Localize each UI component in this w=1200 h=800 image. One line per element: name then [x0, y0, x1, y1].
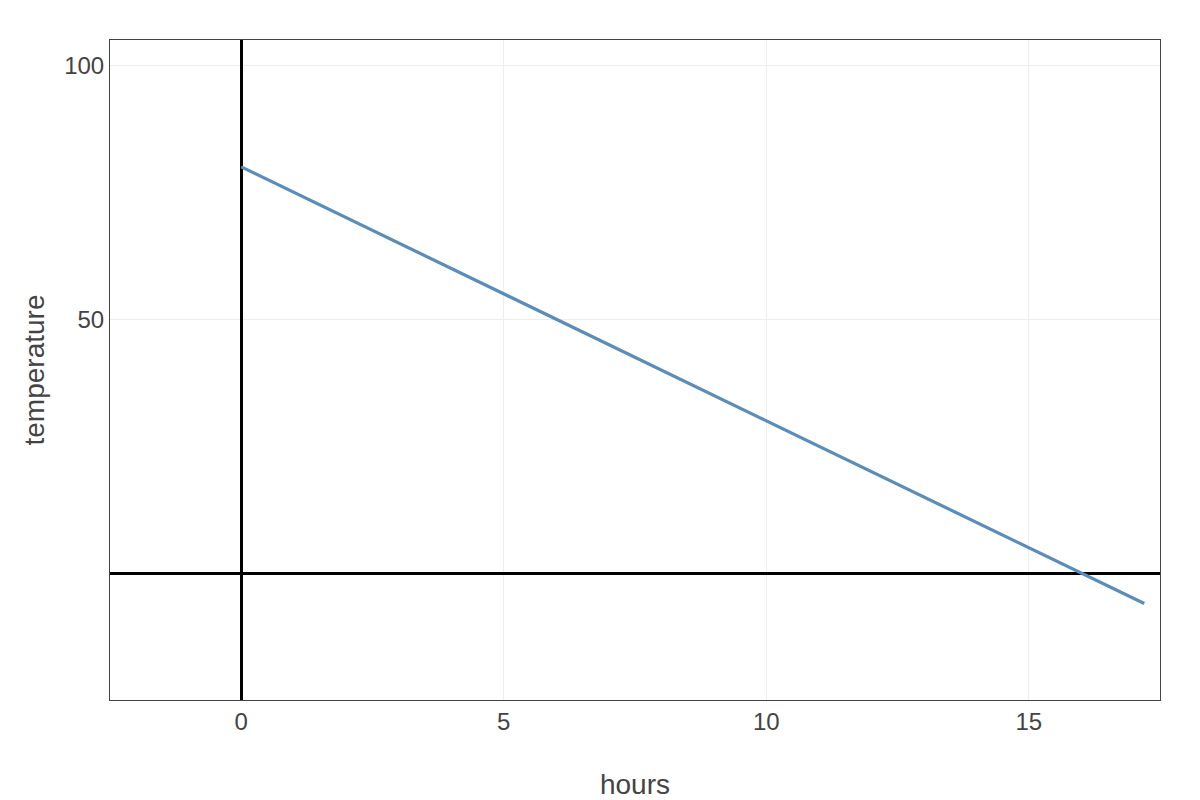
svg-text:5: 5	[497, 708, 510, 735]
svg-text:10: 10	[753, 708, 780, 735]
svg-text:15: 15	[1015, 708, 1042, 735]
svg-text:0: 0	[235, 708, 248, 735]
svg-text:100: 100	[64, 52, 104, 79]
svg-text:temperature: temperature	[19, 295, 50, 446]
svg-text:hours: hours	[600, 769, 670, 800]
svg-text:50: 50	[77, 306, 104, 333]
